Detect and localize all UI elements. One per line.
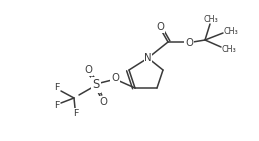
Text: O: O [84, 65, 92, 75]
Text: O: O [185, 38, 193, 48]
Text: CH₃: CH₃ [204, 15, 218, 24]
Text: O: O [156, 22, 164, 32]
Text: O: O [99, 97, 107, 107]
Text: F: F [54, 83, 60, 92]
Text: CH₃: CH₃ [224, 27, 238, 37]
Text: F: F [54, 102, 60, 111]
Text: S: S [92, 79, 100, 92]
Text: F: F [73, 109, 79, 117]
Text: CH₃: CH₃ [222, 46, 236, 55]
Text: O: O [111, 73, 119, 83]
Text: N: N [144, 53, 152, 63]
